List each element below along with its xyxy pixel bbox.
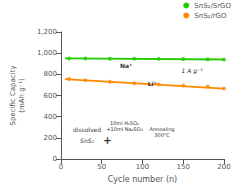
svg-text:200: 200 — [44, 134, 57, 142]
svg-text:150: 150 — [177, 163, 190, 171]
svg-text:600: 600 — [44, 92, 57, 100]
svg-text:50: 50 — [97, 163, 106, 171]
svg-text:SnS₂/rGO: SnS₂/rGO — [194, 12, 227, 20]
svg-text:Li⁺: Li⁺ — [148, 80, 157, 87]
svg-text:Specific Capacity: Specific Capacity — [9, 65, 17, 125]
svg-text:400: 400 — [44, 113, 57, 121]
svg-text:Annealing: Annealing — [149, 126, 175, 133]
svg-text:0: 0 — [52, 155, 56, 163]
svg-text:100: 100 — [136, 163, 149, 171]
svg-text:200: 200 — [217, 163, 230, 171]
svg-text:Na⁺: Na⁺ — [120, 62, 132, 69]
svg-text:(mAh g⁻¹): (mAh g⁻¹) — [18, 78, 26, 113]
svg-text:SnS₂: SnS₂ — [80, 137, 94, 144]
svg-text:1,000: 1,000 — [37, 49, 57, 57]
svg-text:dissolved: dissolved — [73, 126, 101, 133]
svg-text:300°C: 300°C — [154, 132, 170, 138]
svg-text:Cycle number (n): Cycle number (n) — [108, 175, 177, 184]
svg-text:800: 800 — [44, 70, 57, 78]
svg-text:+10ml Na₂SO₃: +10ml Na₂SO₃ — [106, 126, 142, 132]
svg-text:1 A g⁻¹: 1 A g⁻¹ — [182, 67, 204, 75]
svg-text:SnS₂/SrGO: SnS₂/SrGO — [194, 2, 231, 10]
svg-text:0: 0 — [59, 163, 63, 171]
svg-text:10ml H₂SO₄: 10ml H₂SO₄ — [110, 120, 140, 126]
svg-text:+: + — [103, 135, 111, 146]
svg-text:1,200: 1,200 — [37, 28, 57, 36]
